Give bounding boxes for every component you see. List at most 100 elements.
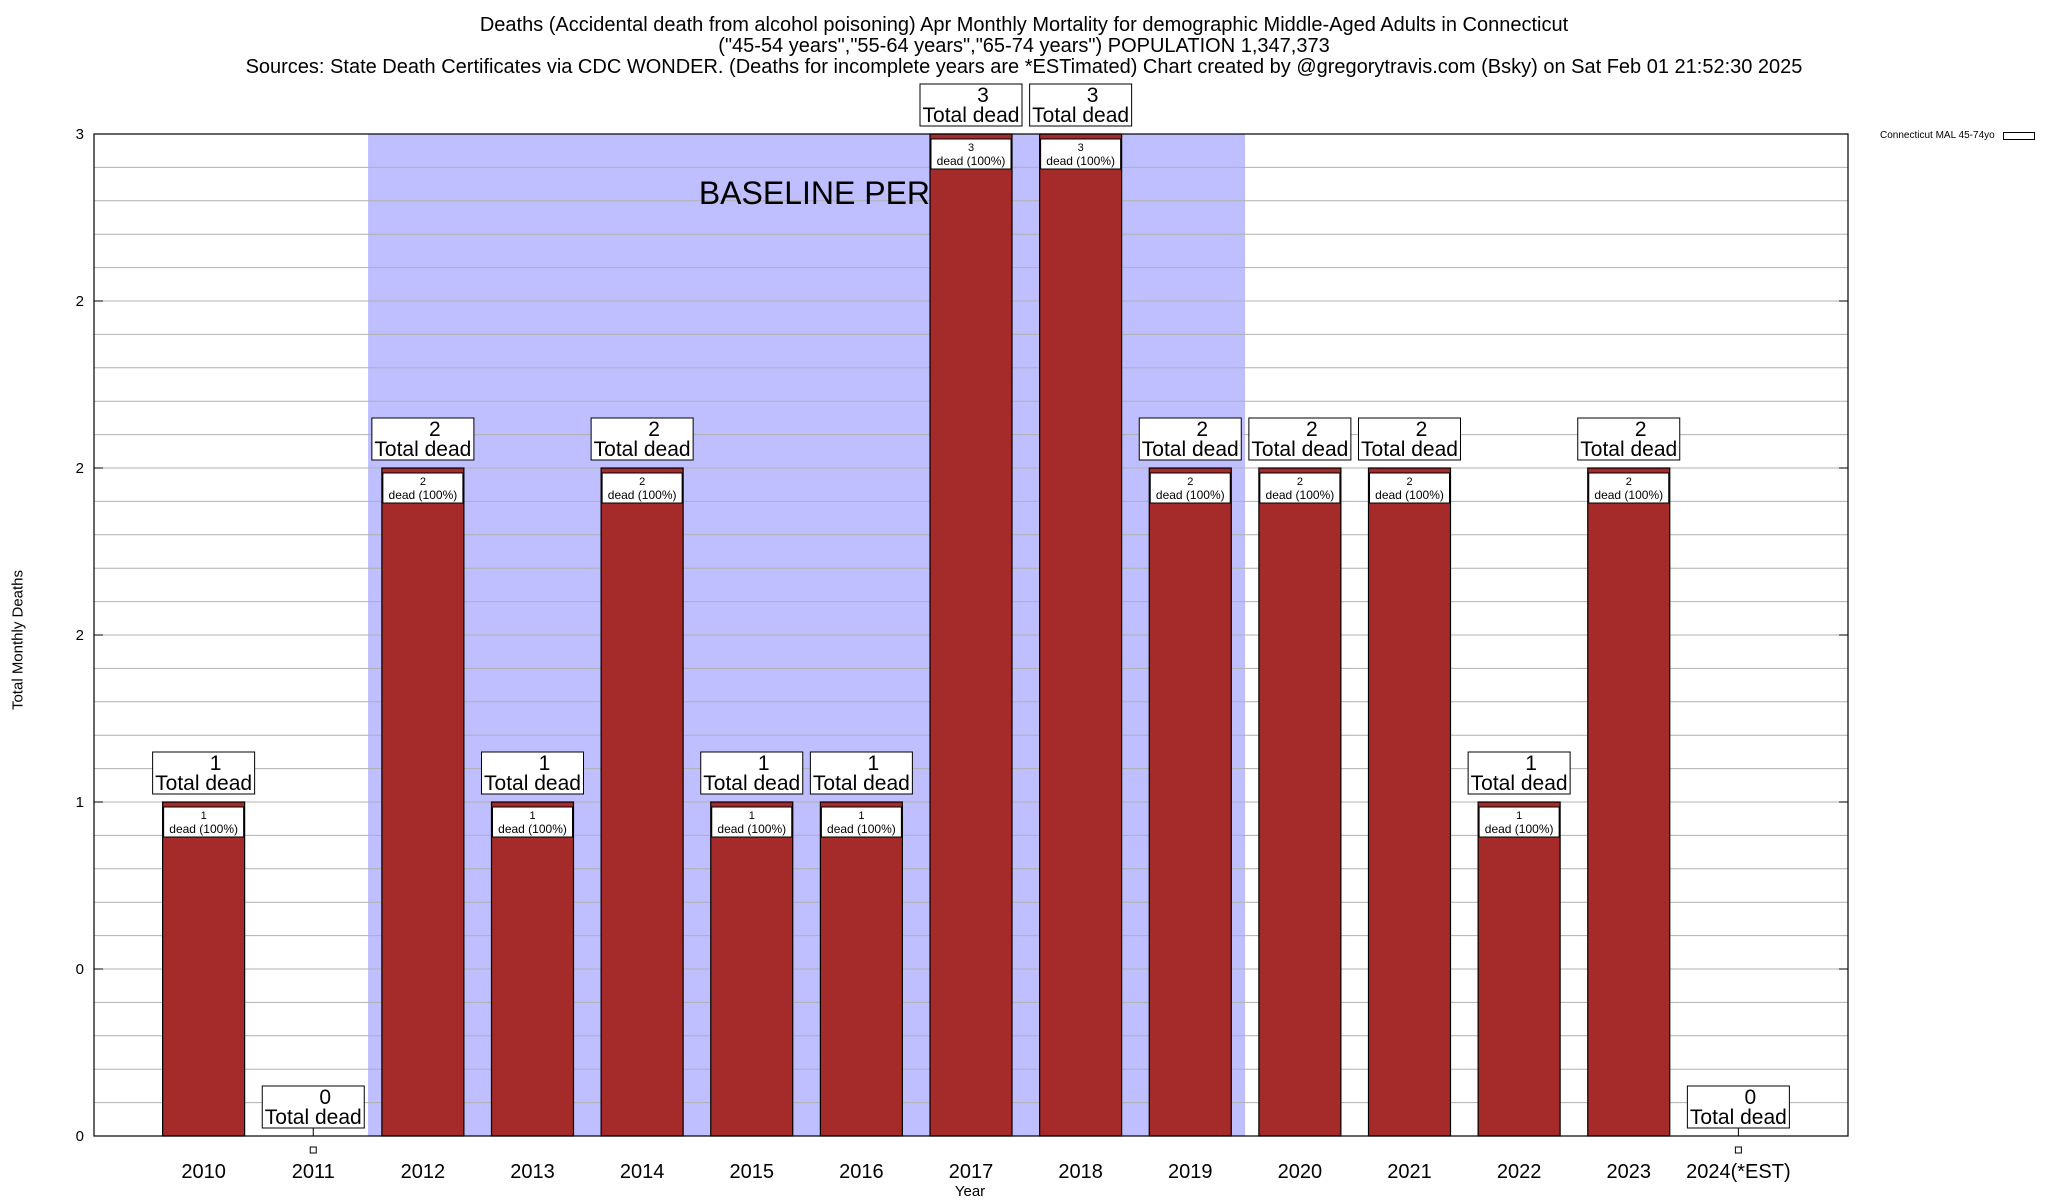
bar-inner-label: dead (100%) bbox=[1266, 488, 1335, 502]
bar-inner-count: 1 bbox=[858, 810, 864, 822]
total-dead-box bbox=[1138, 417, 1242, 461]
x-tick-label: 2010 bbox=[181, 1161, 226, 1183]
total-dead-label: Total dead bbox=[703, 772, 800, 795]
total-dead-label: Total dead bbox=[374, 438, 471, 461]
bar-inner-label: dead (100%) bbox=[389, 488, 458, 502]
bar-inner-label: dead (100%) bbox=[1046, 154, 1115, 168]
total-dead-count: 0 bbox=[319, 1086, 331, 1109]
total-dead-count: 2 bbox=[1306, 418, 1318, 441]
x-tick-label: 2016 bbox=[839, 1161, 884, 1183]
y-tick-label: 2 bbox=[76, 627, 84, 644]
total-dead-box bbox=[371, 417, 475, 461]
bar-inner-label-box bbox=[1259, 472, 1341, 504]
y-tick-label: 2 bbox=[76, 460, 84, 477]
total-dead-label: Total dead bbox=[594, 438, 691, 461]
chart-title-line-2: ("45-54 years","55-64 years","65-74 year… bbox=[718, 35, 1330, 57]
total-dead-label: Total dead bbox=[1032, 104, 1129, 127]
bar-inner-label: dead (100%) bbox=[1594, 488, 1663, 502]
bar-inner-count: 2 bbox=[1187, 476, 1193, 488]
bar-2010 bbox=[162, 801, 246, 1137]
total-dead-box bbox=[261, 1085, 365, 1129]
legend: Connecticut MAL 45-74yo bbox=[1880, 130, 2035, 141]
y-tick-label: 3 bbox=[76, 126, 84, 143]
x-tick-label: 2013 bbox=[510, 1161, 555, 1183]
total-dead-box bbox=[1248, 417, 1352, 461]
total-dead-count: 2 bbox=[1196, 418, 1208, 441]
bar-2012 bbox=[381, 467, 465, 1137]
bar-inner-label: dead (100%) bbox=[1375, 488, 1444, 502]
total-dead-label: Total dead bbox=[155, 772, 252, 795]
bar-2023 bbox=[1587, 467, 1671, 1137]
bar-inner-count: 2 bbox=[1626, 476, 1632, 488]
bar-inner-label: dead (100%) bbox=[498, 822, 567, 836]
x-tick-label: 2023 bbox=[1607, 1161, 1652, 1183]
bar-inner-label: dead (100%) bbox=[169, 822, 238, 836]
bar-inner-count: 2 bbox=[420, 476, 426, 488]
bar-inner-count: 1 bbox=[201, 810, 207, 822]
bar-inner-label-box bbox=[820, 806, 902, 838]
x-tick-label: 2014 bbox=[620, 1161, 665, 1183]
x-tick-label: 2011 bbox=[292, 1161, 335, 1183]
legend-label: Connecticut MAL 45-74yo bbox=[1880, 130, 1995, 141]
total-dead-box bbox=[1358, 417, 1461, 461]
total-dead-box bbox=[152, 751, 256, 795]
bar-inner-label-box bbox=[1040, 138, 1122, 170]
bar-inner-label: dead (100%) bbox=[717, 822, 786, 836]
total-dead-count: 2 bbox=[648, 418, 660, 441]
total-dead-box bbox=[919, 83, 1023, 127]
bar-inner-count: 3 bbox=[968, 142, 974, 154]
total-dead-count: 1 bbox=[210, 752, 222, 775]
total-dead-label: Total dead bbox=[1142, 438, 1239, 461]
chart-title-line-1: Deaths (Accidental death from alcohol po… bbox=[479, 14, 1569, 36]
bar-inner-label-box bbox=[711, 806, 793, 838]
x-tick-label: 2021 bbox=[1387, 1161, 1432, 1183]
bar-inner-count: 1 bbox=[1516, 810, 1522, 822]
bar-inner-label: dead (100%) bbox=[937, 154, 1006, 168]
bar-2014 bbox=[600, 467, 684, 1137]
bar-inner-label-box bbox=[1588, 472, 1670, 504]
y-tick-label: 0 bbox=[76, 1128, 84, 1145]
x-tick-label: 2019 bbox=[1168, 1161, 1213, 1183]
total-dead-count: 3 bbox=[977, 84, 989, 107]
bar-2017 bbox=[929, 133, 1013, 1137]
bar-inner-label: dead (100%) bbox=[1156, 488, 1225, 502]
x-tick-label: 2017 bbox=[949, 1161, 994, 1183]
bar-inner-label: dead (100%) bbox=[1485, 822, 1554, 836]
bar-inner-label-box bbox=[930, 138, 1012, 170]
bar-inner-count: 2 bbox=[1406, 476, 1412, 488]
y-tick-label: 1 bbox=[76, 794, 84, 811]
plot-border bbox=[93, 133, 1849, 1137]
total-dead-count: 1 bbox=[539, 752, 551, 775]
total-dead-box bbox=[481, 751, 584, 795]
total-dead-count: 2 bbox=[429, 418, 441, 441]
bar-inner-count: 3 bbox=[1078, 142, 1084, 154]
bar-2022 bbox=[1477, 801, 1561, 1137]
x-tick-label: 2015 bbox=[730, 1161, 775, 1183]
bar-inner-label-box bbox=[163, 806, 245, 838]
total-dead-count: 2 bbox=[1635, 418, 1647, 441]
total-dead-box bbox=[1686, 1085, 1790, 1129]
total-dead-box bbox=[1029, 83, 1133, 127]
zero-marker bbox=[309, 1146, 317, 1154]
x-axis-label: Year bbox=[954, 1183, 986, 1200]
total-dead-label: Total dead bbox=[813, 772, 910, 795]
total-dead-box bbox=[1467, 751, 1571, 795]
bar-2019 bbox=[1148, 467, 1232, 1137]
total-dead-label: Total dead bbox=[1361, 438, 1458, 461]
y-tick-label: 2 bbox=[76, 293, 84, 310]
bar-2020 bbox=[1258, 467, 1342, 1137]
bar-inner-label: dead (100%) bbox=[827, 822, 896, 836]
total-dead-box bbox=[809, 751, 913, 795]
total-dead-label: Total dead bbox=[1471, 772, 1568, 795]
y-axis-label: Total Monthly Deaths bbox=[9, 569, 27, 711]
total-dead-count: 0 bbox=[1745, 1086, 1757, 1109]
bar-2021 bbox=[1367, 467, 1452, 1137]
x-tick-label: 2020 bbox=[1278, 1161, 1323, 1183]
bar-inner-label-box bbox=[382, 472, 464, 504]
total-dead-label: Total dead bbox=[484, 772, 581, 795]
bar-2016 bbox=[819, 801, 903, 1137]
legend-swatch bbox=[2002, 131, 2035, 140]
total-dead-label: Total dead bbox=[1580, 438, 1677, 461]
x-tick-label: 2022 bbox=[1497, 1161, 1542, 1183]
total-dead-label: Total dead bbox=[1690, 1106, 1787, 1129]
